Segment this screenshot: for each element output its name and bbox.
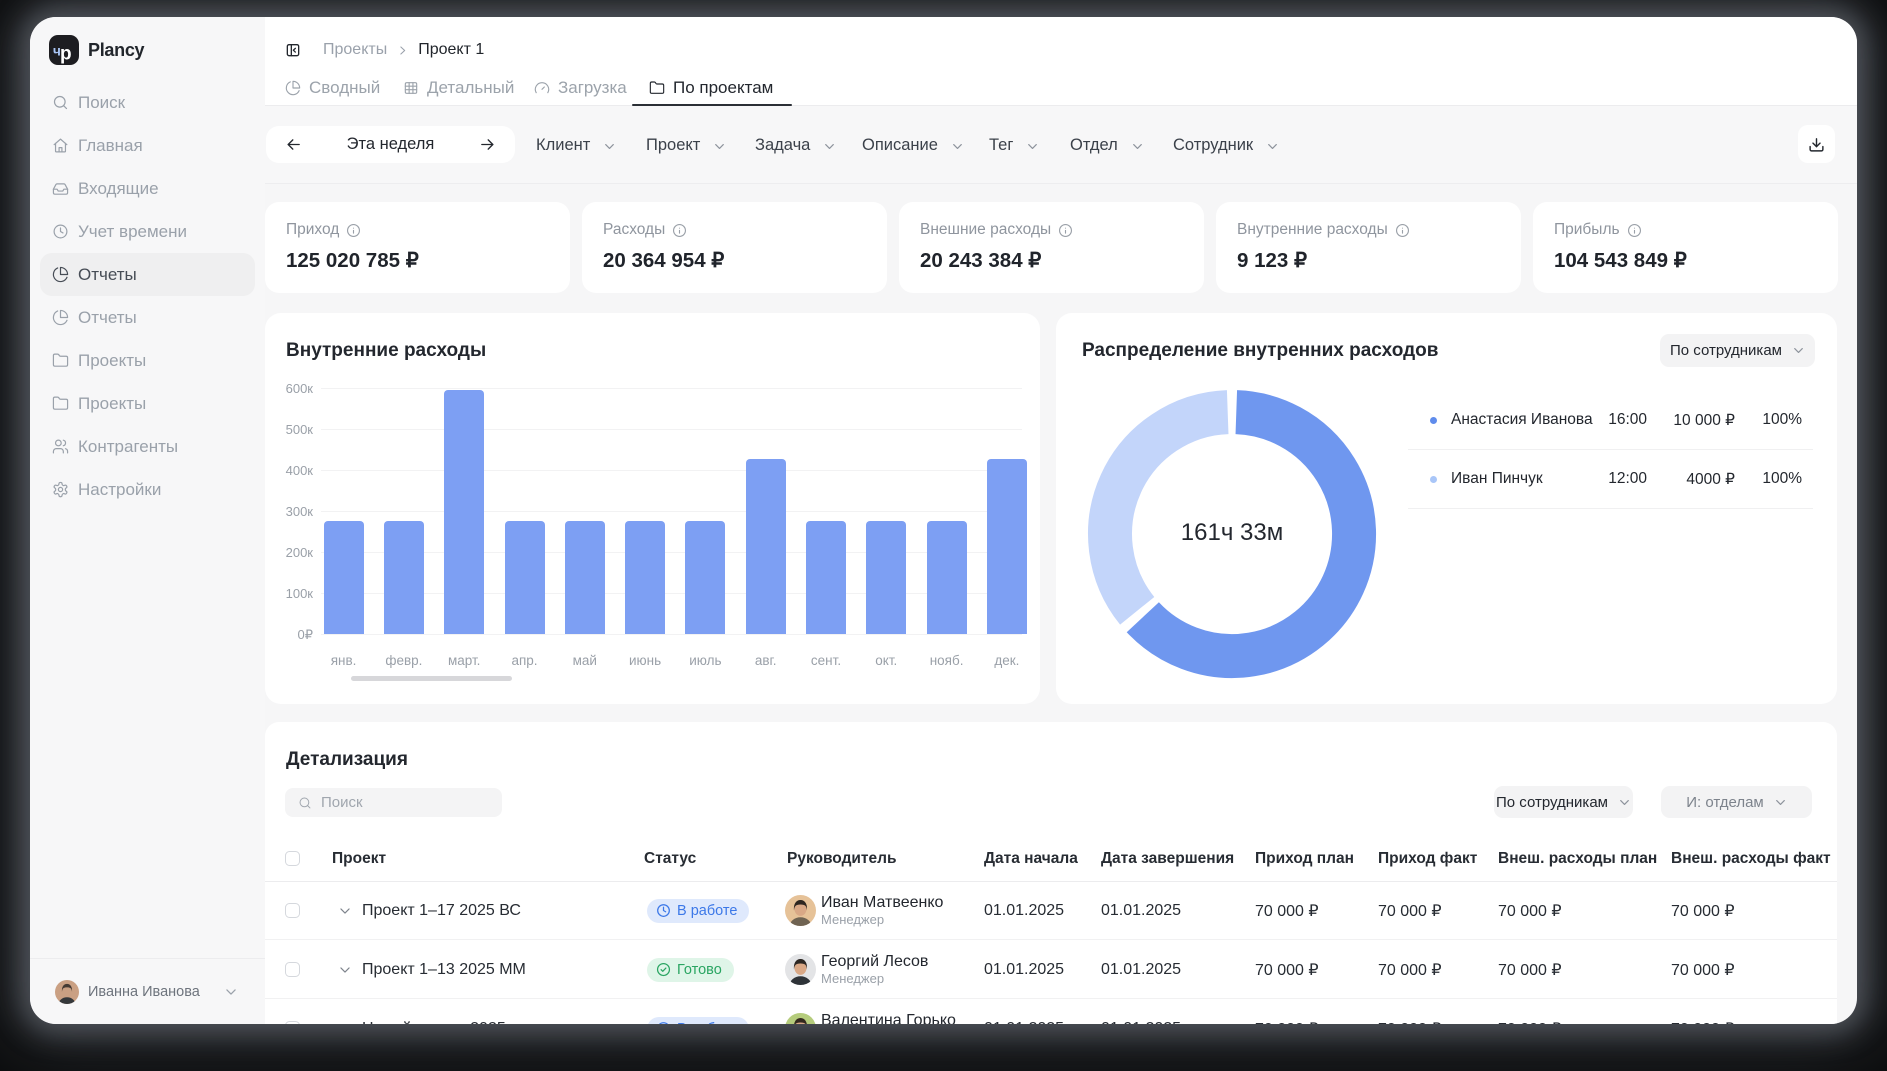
svg-text:ч: ч	[53, 44, 61, 59]
svg-text:p: p	[60, 44, 72, 65]
